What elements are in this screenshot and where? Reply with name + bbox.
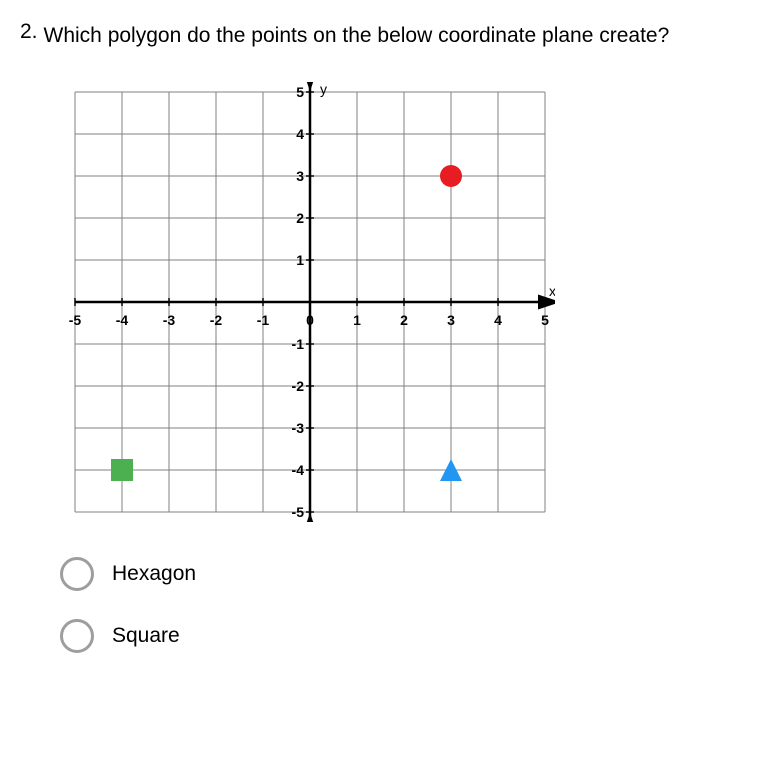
question-row: 2. Which polygon do the points on the be… [20,20,759,52]
svg-text:-3: -3 [292,420,305,436]
svg-text:2: 2 [400,312,408,328]
svg-text:1: 1 [353,312,361,328]
svg-text:3: 3 [296,168,304,184]
svg-text:-2: -2 [292,378,305,394]
svg-text:3: 3 [447,312,455,328]
option-square[interactable]: Square [60,619,759,653]
answer-options: Hexagon Square [60,557,759,653]
option-label: Hexagon [112,562,196,586]
svg-text:-4: -4 [116,312,129,328]
radio-icon [60,557,94,591]
svg-text:4: 4 [296,126,304,142]
radio-icon [60,619,94,653]
svg-text:-3: -3 [163,312,176,328]
svg-text:2: 2 [296,210,304,226]
svg-text:0: 0 [306,312,314,328]
chart-svg: xy-5-4-3-2-1012345-5-4-3-2-112345 [65,82,555,522]
svg-text:-1: -1 [257,312,270,328]
question-number: 2. [20,20,38,44]
svg-text:-4: -4 [292,462,305,478]
svg-text:-1: -1 [292,336,305,352]
svg-text:-2: -2 [210,312,223,328]
coordinate-plane-chart: xy-5-4-3-2-1012345-5-4-3-2-112345 [65,82,759,527]
svg-text:4: 4 [494,312,502,328]
svg-text:x: x [549,283,555,299]
svg-text:-5: -5 [292,504,305,520]
option-label: Square [112,624,180,648]
svg-text:1: 1 [296,252,304,268]
svg-text:-5: -5 [69,312,82,328]
option-hexagon[interactable]: Hexagon [60,557,759,591]
svg-text:y: y [320,82,327,97]
question-text: Which polygon do the points on the below… [44,20,670,52]
svg-text:5: 5 [296,84,304,100]
svg-text:5: 5 [541,312,549,328]
